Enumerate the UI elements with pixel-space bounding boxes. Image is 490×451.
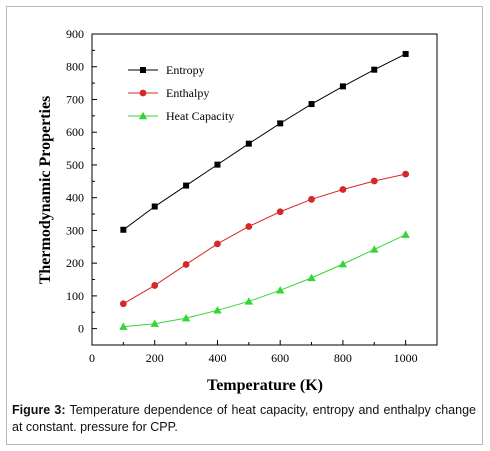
y-tick-label: 500 [66,158,84,172]
axis-ticks: 0 200 400 600 800 1000 0 100 200 300 400 500 600 700 8… [66,27,418,365]
data-point [245,140,252,147]
data-point [371,66,378,73]
legend-marker [140,67,146,73]
data-point [308,101,315,108]
series-heat-capacity [119,230,410,330]
data-point [183,182,190,189]
x-tick-label: 400 [208,351,226,365]
series-layer [119,50,410,330]
y-tick-label: 700 [66,92,84,106]
data-point [370,177,378,185]
data-point [119,300,127,308]
series-line [123,234,406,328]
data-point [151,282,159,289]
data-point [370,245,379,253]
data-point [213,306,222,314]
legend-entry: Entropy [128,63,205,77]
caption-label: Figure 3: [12,403,66,417]
data-point [120,226,127,233]
data-point [275,286,285,294]
y-tick-label: 300 [66,223,84,237]
legend-entry: Enthalpy [128,86,209,100]
y-axis-title: Thermodynamic Properties [37,96,54,285]
data-point [339,83,346,90]
data-point [339,186,347,193]
data-point [307,273,316,282]
series-line [123,173,406,305]
x-tick-label: 0 [89,351,95,365]
data-point [244,297,254,305]
data-point [151,203,158,210]
data-point [277,120,284,127]
legend: Entropy Enthalpy Heat Capacity [128,63,234,123]
x-axis-title: Temperature (K) [207,377,323,394]
y-tick-label: 200 [66,256,84,270]
data-point [276,208,284,216]
data-point [245,223,253,230]
data-point [338,259,348,268]
legend-marker [138,111,148,120]
y-tick-label: 100 [66,289,84,303]
series-line [123,53,406,231]
data-point [182,261,190,268]
legend-entry: Heat Capacity [128,109,234,123]
data-point [308,195,315,203]
data-point [214,240,221,248]
y-tick-label: 900 [66,27,84,41]
data-point [402,50,409,57]
caption-text: Temperature dependence of heat capacity,… [12,403,476,434]
y-tick-label: 400 [66,191,84,205]
legend-marker [139,89,147,97]
data-point [214,161,221,168]
data-point [181,313,191,322]
y-tick-label: 800 [66,60,84,74]
figure-caption: Figure 3: Temperature dependence of heat… [12,402,476,436]
series-enthalpy [119,170,410,308]
figure-panel [6,6,483,445]
x-tick-label: 600 [271,351,289,365]
y-tick-label: 0 [78,322,84,336]
legend-label: Enthalpy [166,86,209,100]
series-entropy [120,50,409,233]
data-point [402,170,410,178]
x-tick-label: 1000 [394,351,418,365]
legend-label: Heat Capacity [166,109,234,123]
x-tick-label: 200 [146,351,164,365]
x-tick-label: 800 [334,351,352,365]
data-point [401,230,410,238]
data-point [150,319,159,327]
plot-frame [91,33,438,346]
legend-label: Entropy [166,63,205,77]
data-point [119,322,128,330]
y-tick-label: 600 [66,125,84,139]
